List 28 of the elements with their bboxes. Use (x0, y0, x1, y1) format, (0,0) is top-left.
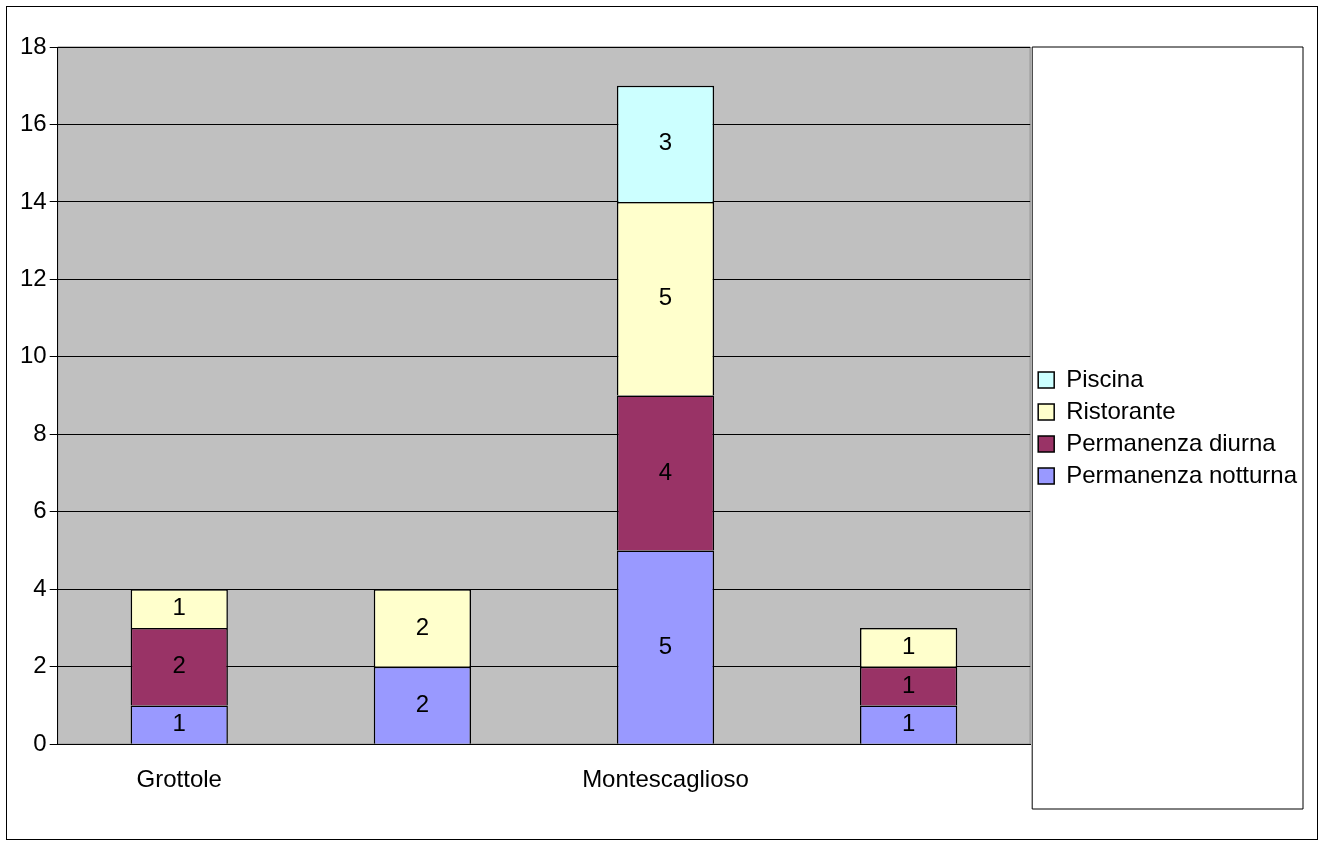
data-label: 2 (415, 612, 430, 640)
data-label: 5 (658, 631, 673, 659)
legend-label: Piscina (1066, 364, 1145, 392)
y-tick-label: 4 (33, 573, 47, 601)
data-label: 4 (658, 457, 673, 485)
x-tick-label: Grottole (136, 765, 222, 793)
legend-label: Ristorante (1066, 396, 1176, 424)
y-tick-label: 2 (33, 651, 47, 679)
data-label: 1 (901, 631, 916, 659)
data-label: 2 (415, 689, 430, 717)
data-label: 1 (901, 670, 916, 698)
y-tick-label: 16 (19, 109, 47, 137)
y-tick-label: 6 (33, 496, 47, 524)
legend-label: Permanenza diurna (1066, 428, 1277, 456)
data-label: 1 (172, 593, 186, 621)
y-tick-label: 8 (33, 418, 47, 446)
y-tick-label: 14 (19, 186, 47, 214)
data-label: 2 (172, 651, 186, 679)
data-label: 1 (172, 709, 186, 737)
y-tick-label: 18 (19, 31, 47, 59)
data-label: 5 (658, 283, 673, 311)
data-label: 3 (658, 128, 673, 156)
y-tick-label: 0 (33, 728, 47, 756)
data-label: 1 (901, 709, 916, 737)
y-tick-label: 10 (19, 341, 47, 369)
x-tick-label: Montescaglioso (582, 765, 749, 793)
y-tick-label: 12 (19, 264, 47, 292)
legend-label: Permanenza notturna (1066, 460, 1298, 488)
